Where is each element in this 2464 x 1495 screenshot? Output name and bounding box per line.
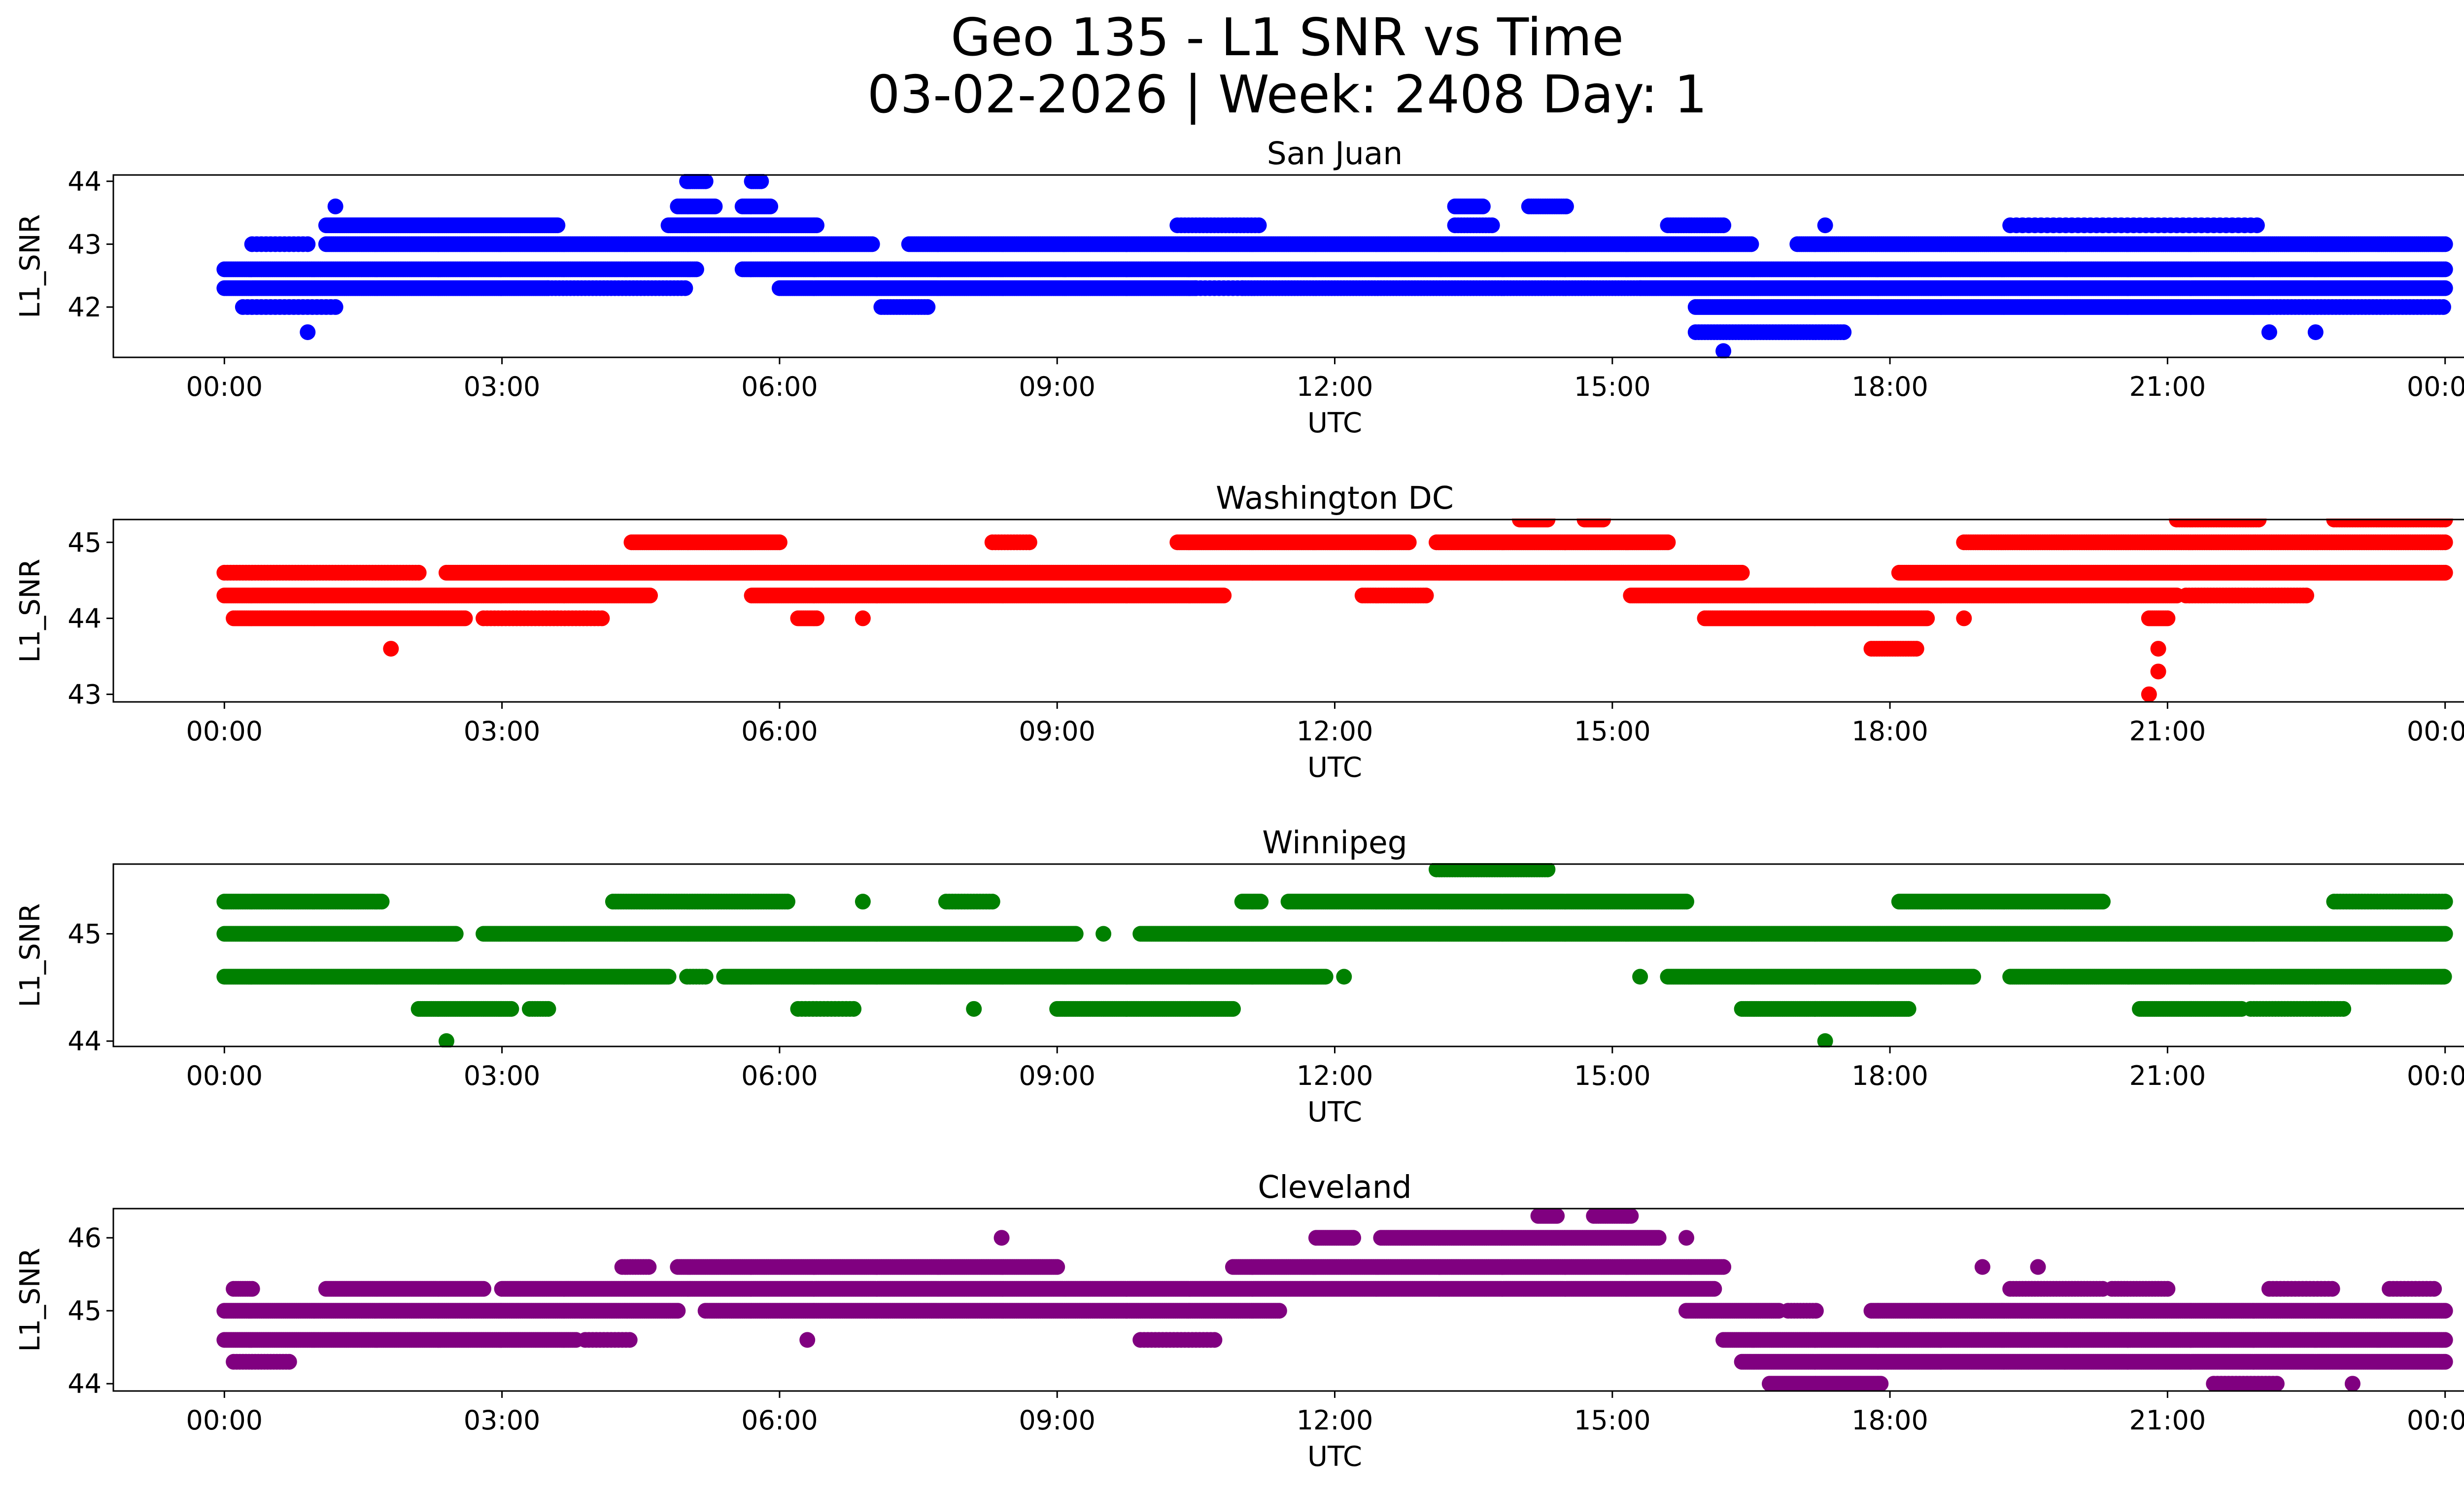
data-point [1836, 324, 1852, 340]
panel-title: San Juan [1267, 136, 1403, 172]
data-point [707, 198, 723, 214]
data-point [1817, 217, 1833, 234]
data-point [2437, 236, 2453, 252]
x-tick-label: 06:00 [741, 371, 818, 402]
y-tick-label: 44 [68, 166, 102, 197]
y-tick-label: 42 [68, 292, 102, 323]
data-points [216, 519, 2453, 702]
chart-title-line2: 03-02-2026 | Week: 2408 Day: 1 [867, 65, 1708, 125]
data-point [864, 236, 880, 252]
x-tick-label: 15:00 [1574, 371, 1651, 402]
data-point [762, 198, 779, 214]
data-point [1715, 343, 1732, 358]
y-axis-label: L1_SNR [14, 214, 46, 318]
panel-san-juan: San Juan 00:00 03:00 06:00 09:00 12:00 15:00 18… [14, 136, 2464, 439]
data-point [327, 198, 343, 214]
data-point [753, 174, 769, 189]
x-tick-label: 18:00 [1851, 371, 1928, 402]
data-point [327, 299, 343, 315]
data-point [1558, 198, 1574, 214]
data-point [2307, 324, 2324, 340]
data-point [1484, 217, 1500, 234]
data-point [1251, 217, 1267, 234]
data-point [697, 174, 714, 189]
x-tick-label: 00:00 [2407, 371, 2464, 402]
data-point [549, 217, 566, 234]
data-point [2437, 261, 2453, 278]
data-point [920, 299, 936, 315]
x-tick-label: 00:00 [186, 371, 263, 402]
data-point [1734, 564, 1750, 581]
data-point [1474, 198, 1491, 214]
y-tick-label: 43 [68, 229, 102, 260]
chart-panels: San Juan 00:00 03:00 06:00 09:00 12:00 15:00 18… [14, 136, 2464, 1473]
data-point [300, 236, 316, 252]
data-point [677, 280, 693, 296]
x-tick-label: 12:00 [1297, 371, 1373, 402]
data-point [2435, 299, 2451, 315]
data-point [2249, 217, 2265, 234]
data-point [2437, 280, 2453, 296]
data-point [688, 261, 704, 278]
data-points [216, 174, 2453, 358]
data-point [300, 324, 316, 340]
data-point [809, 217, 825, 234]
panel-title: Washington DC [1216, 480, 1454, 516]
x-tick-label: 21:00 [2129, 371, 2206, 402]
chart-title-line1: Geo 135 - L1 SNR vs Time [951, 7, 1624, 68]
data-point [2261, 324, 2277, 340]
x-axis-label: UTC [1307, 407, 1362, 439]
data-point [411, 564, 427, 581]
data-point [1743, 236, 1759, 252]
data-point [1715, 217, 1732, 234]
x-tick-label: 03:00 [464, 371, 541, 402]
x-tick-label: 09:00 [1019, 371, 1095, 402]
